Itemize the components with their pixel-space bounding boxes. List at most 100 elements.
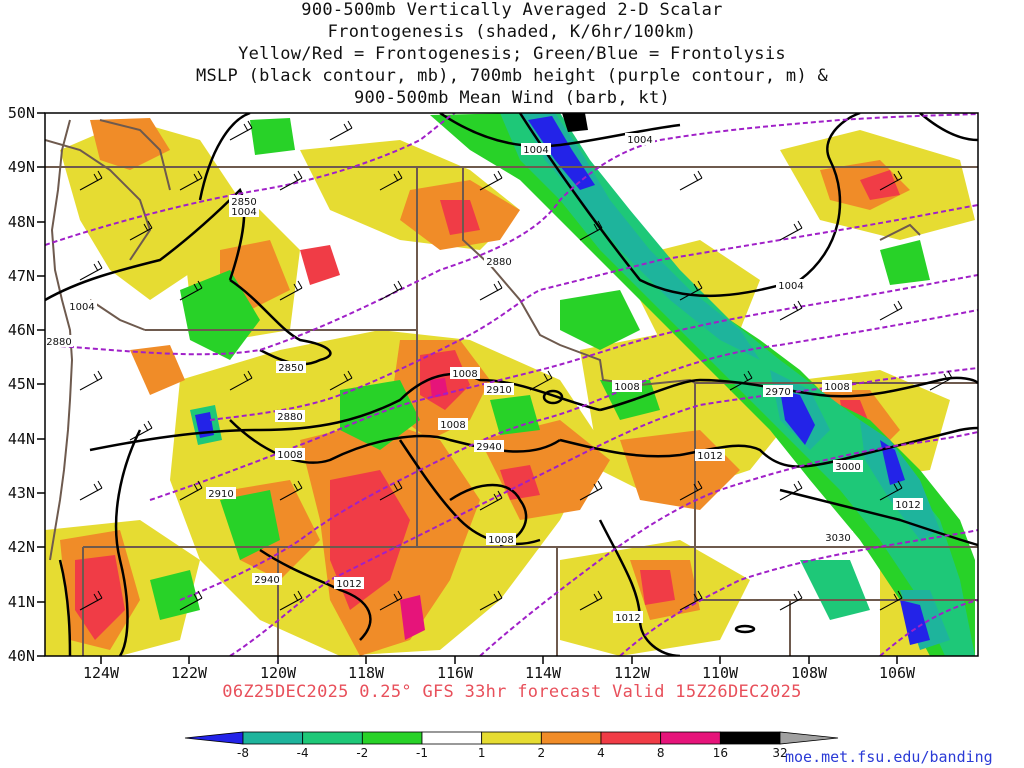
colorbar-label: -4 xyxy=(297,746,309,760)
svg-text:1004: 1004 xyxy=(778,281,803,292)
height-contours xyxy=(45,113,978,656)
svg-text:1004: 1004 xyxy=(231,207,256,218)
height-label: 3000 xyxy=(833,460,863,473)
svg-text:2880: 2880 xyxy=(46,337,71,348)
colorbar-box xyxy=(719,731,781,745)
svg-text:1012: 1012 xyxy=(336,579,361,590)
forecast-subtitle: 06Z25DEC2025 0.25° GFS 33hr forecast Val… xyxy=(222,682,802,702)
lat-label: 48N xyxy=(8,213,35,231)
svg-text:1008: 1008 xyxy=(824,382,849,393)
svg-text:1008: 1008 xyxy=(488,535,513,546)
mslp-label: 1008 xyxy=(275,448,305,461)
lat-label: 41N xyxy=(8,593,35,611)
colorbar-box xyxy=(540,731,602,745)
title-line-1: 900-500mb Vertically Averaged 2-D Scalar xyxy=(301,0,723,20)
colorbar-box xyxy=(242,731,304,745)
lat-label: 40N xyxy=(8,647,35,665)
svg-text:1012: 1012 xyxy=(615,613,640,624)
longitude-labels: 124W 122W 120W 118W 116W 114W 112W 110W … xyxy=(83,664,916,682)
colorbar-box xyxy=(481,731,542,745)
mslp-label: 1004 xyxy=(521,143,551,156)
colorbar-label: -2 xyxy=(356,746,368,760)
lat-label: 43N xyxy=(8,484,35,502)
svg-text:2970: 2970 xyxy=(765,387,790,398)
mslp-label: 1004 xyxy=(625,133,655,146)
colorbar-label: -1 xyxy=(416,746,428,760)
colorbar-label: 8 xyxy=(657,746,665,760)
colorbar-label: 1 xyxy=(478,746,486,760)
svg-text:2850: 2850 xyxy=(231,197,256,208)
mslp-label: 1008 xyxy=(438,418,468,431)
lon-label: 114W xyxy=(525,664,562,682)
height-label: 3030 xyxy=(823,531,853,544)
mslp-label: 1008 xyxy=(486,533,516,546)
credit-link[interactable]: moe.met.fsu.edu/banding xyxy=(785,748,993,766)
colorbar-label: -8 xyxy=(237,746,249,760)
colorbar-box xyxy=(660,731,721,745)
svg-text:1008: 1008 xyxy=(440,420,465,431)
lon-label: 120W xyxy=(260,664,297,682)
height-label: 2880 xyxy=(275,410,305,423)
colorbar-box xyxy=(600,731,662,745)
mslp-label: 1008 xyxy=(822,380,852,393)
mslp-label: 1012 xyxy=(893,498,923,511)
colorbar-box xyxy=(421,731,483,745)
svg-text:1008: 1008 xyxy=(614,382,639,393)
mslp-label: 1012 xyxy=(695,449,725,462)
height-label: 2910 xyxy=(206,487,236,500)
colorbar-box xyxy=(302,731,363,745)
svg-text:2910: 2910 xyxy=(208,489,233,500)
height-label: 2850 xyxy=(276,361,306,374)
mslp-label: 1012 xyxy=(334,577,364,590)
svg-text:2880: 2880 xyxy=(486,257,511,268)
height-label: 2880 xyxy=(45,335,73,348)
mslp-label: 1004 xyxy=(229,205,259,218)
axis-ticks xyxy=(37,112,898,664)
mslp-labels: 1004 1004 1004 1004 1004 1008 1008 1008 … xyxy=(67,133,923,624)
svg-text:2940: 2940 xyxy=(476,442,501,453)
lat-label: 46N xyxy=(8,321,35,339)
height-label: 2940 xyxy=(252,573,282,586)
mslp-contours xyxy=(45,113,978,656)
svg-text:2850: 2850 xyxy=(278,363,303,374)
svg-text:1012: 1012 xyxy=(895,500,920,511)
svg-text:3000: 3000 xyxy=(835,462,860,473)
lon-label: 118W xyxy=(348,664,385,682)
height-label: 2910 xyxy=(484,383,514,396)
lat-label: 44N xyxy=(8,430,35,448)
height-label: 2940 xyxy=(474,440,504,453)
colorbar-label: 16 xyxy=(713,746,728,760)
lon-label: 108W xyxy=(791,664,828,682)
wind-barbs xyxy=(79,120,953,611)
title-line-3: Yellow/Red = Frontogenesis; Green/Blue =… xyxy=(238,44,786,64)
title-line-2: Frontogenesis (shaded, K/6hr/100km) xyxy=(327,22,697,42)
lon-label: 106W xyxy=(879,664,916,682)
colorbar-box xyxy=(361,731,423,745)
svg-text:1004: 1004 xyxy=(69,302,94,313)
lat-label: 47N xyxy=(8,267,35,285)
svg-text:1004: 1004 xyxy=(627,135,652,146)
svg-text:1004: 1004 xyxy=(523,145,548,156)
lat-label: 42N xyxy=(8,538,35,556)
lat-label: 45N xyxy=(8,375,35,393)
lon-label: 122W xyxy=(171,664,208,682)
colorbar-arrow-right xyxy=(779,731,839,745)
svg-text:1008: 1008 xyxy=(452,369,477,380)
svg-text:2910: 2910 xyxy=(486,385,511,396)
height-labels: 2850 2850 2880 2880 2880 2910 2910 2940 … xyxy=(45,195,863,586)
height-label: 2850 xyxy=(229,195,259,208)
mslp-label: 1008 xyxy=(450,367,480,380)
svg-text:1008: 1008 xyxy=(277,450,302,461)
lon-label: 124W xyxy=(83,664,120,682)
colorbar-label: 4 xyxy=(597,746,605,760)
svg-text:1012: 1012 xyxy=(697,451,722,462)
colorbar-label: 32 xyxy=(772,746,787,760)
height-label: 2880 xyxy=(484,255,514,268)
colorbar-arrow-left xyxy=(184,731,244,745)
colorbar-label: 2 xyxy=(538,746,546,760)
title-line-4: MSLP (black contour, mb), 700mb height (… xyxy=(195,66,829,86)
svg-text:2880: 2880 xyxy=(277,412,302,423)
lon-label: 116W xyxy=(437,664,474,682)
lon-label: 110W xyxy=(702,664,739,682)
